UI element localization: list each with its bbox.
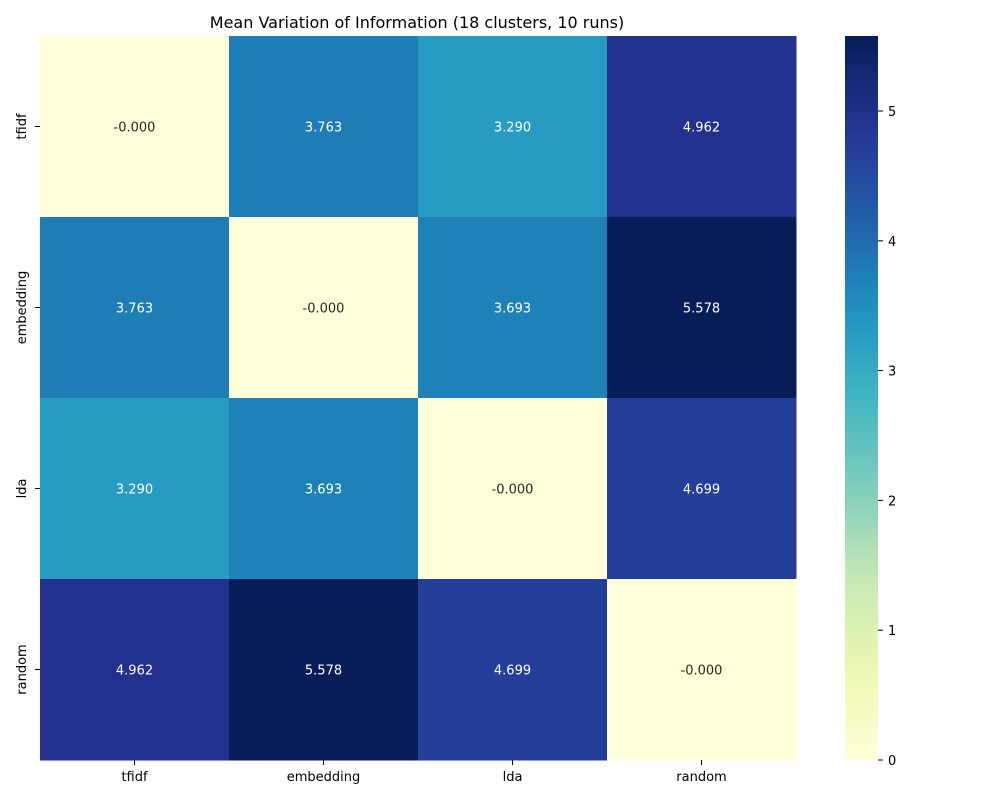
cell-value-label: 5.578 xyxy=(305,664,342,679)
x-tick-label: random xyxy=(676,770,726,785)
colorbar-tick-label: 4 xyxy=(888,235,896,250)
cell-value-label: 3.693 xyxy=(305,483,342,498)
colorbar-tick-label: 5 xyxy=(888,105,896,120)
y-axis: tfidf embedding lda random xyxy=(15,113,40,695)
cell-value-label: 4.962 xyxy=(683,121,720,136)
x-tick-label: tfidf xyxy=(121,770,148,785)
x-tick-label: lda xyxy=(503,770,523,785)
colorbar-tick-label: 1 xyxy=(888,624,896,639)
y-tick-label: embedding xyxy=(15,271,30,345)
cell-value-label: 3.290 xyxy=(494,121,531,136)
cell-value-label: 4.962 xyxy=(116,664,153,679)
cell-value-label: -0.000 xyxy=(681,664,723,679)
cell-value-label: -0.000 xyxy=(303,302,345,317)
colorbar-gradient xyxy=(845,36,878,760)
colorbar-tick-label: 0 xyxy=(888,754,896,769)
colorbar-tick-label: 2 xyxy=(888,494,896,509)
x-tick-label: embedding xyxy=(287,770,361,785)
cell-value-label: -0.000 xyxy=(492,483,534,498)
cell-value-label: 3.763 xyxy=(305,121,342,136)
cell-value-label: 3.763 xyxy=(116,302,153,317)
cell-value-label: 4.699 xyxy=(494,664,531,679)
cell-value-label: 5.578 xyxy=(683,302,720,317)
colorbar: 0 1 2 3 4 5 xyxy=(845,36,896,769)
cell-value-label: 4.699 xyxy=(683,483,720,498)
y-tick-label: lda xyxy=(15,479,30,499)
colorbar-tick-label: 3 xyxy=(888,365,896,380)
y-tick-label: tfidf xyxy=(15,113,30,140)
cell-value-label: 3.290 xyxy=(116,483,153,498)
x-axis: tfidf embedding lda random xyxy=(121,760,726,785)
y-tick-label: random xyxy=(15,644,30,694)
cell-value-label: 3.693 xyxy=(494,302,531,317)
cell-value-label: -0.000 xyxy=(114,121,156,136)
heatmap-cells xyxy=(40,36,797,761)
chart-title: Mean Variation of Information (18 cluste… xyxy=(210,13,624,32)
